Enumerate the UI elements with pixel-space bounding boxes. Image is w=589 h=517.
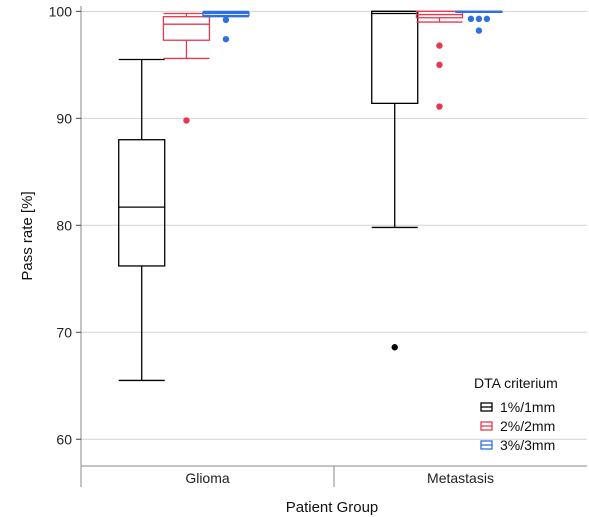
box-2-2mm-metastasis: [415, 10, 464, 110]
outlier-point: [475, 27, 483, 34]
box-2-2mm-glioma: [162, 12, 211, 124]
y-tick-label-60: 60: [56, 431, 72, 447]
legend-item-3-3mm: 3%/3mm: [480, 437, 555, 453]
legend-label: 2%/2mm: [500, 418, 555, 434]
y-axis: 60 70 80 90 100: [49, 3, 81, 447]
outlier-point: [436, 103, 443, 110]
legend-item-1-1mm: 1%/1mm: [480, 399, 555, 415]
outlier-point: [222, 35, 230, 43]
iqr-box: [371, 10, 419, 104]
outlier-point: [183, 117, 190, 124]
outlier-point: [483, 15, 491, 23]
y-tick-label-100: 100: [49, 3, 73, 19]
y-tick-label-70: 70: [56, 324, 72, 340]
y-tick-label-80: 80: [56, 217, 72, 233]
outlier-point: [391, 344, 398, 351]
legend: DTA criterium 1%/1mm 2%/2mm 3%/3mm: [474, 375, 558, 453]
box-1-1mm-glioma: [118, 58, 166, 382]
legend-label: 1%/1mm: [500, 399, 555, 415]
x-axis-title: Patient Group: [286, 499, 379, 516]
x-axis: Glioma Metastasis: [185, 466, 494, 487]
outlier-point: [436, 61, 443, 69]
iqr-box: [118, 139, 166, 267]
iqr-box: [162, 16, 211, 41]
y-axis-title: Pass rate [%]: [19, 191, 36, 280]
outlier-point: [467, 15, 475, 23]
legend-title: DTA criterium: [474, 375, 558, 391]
legend-item-2-2mm: 2%/2mm: [480, 418, 555, 434]
box-3-3mm-glioma: [202, 10, 250, 43]
outlier-point: [222, 16, 230, 24]
y-tick-label-90: 90: [56, 110, 72, 126]
legend-label: 3%/3mm: [500, 437, 555, 453]
box-3-3mm-metastasis: [455, 10, 503, 34]
x-tick-label-glioma: Glioma: [185, 470, 230, 486]
x-tick-label-metastasis: Metastasis: [427, 470, 494, 486]
box-series: [118, 10, 503, 382]
outlier-point: [436, 42, 443, 49]
box-1-1mm-metastasis: [371, 10, 419, 351]
outlier-point: [475, 15, 483, 23]
